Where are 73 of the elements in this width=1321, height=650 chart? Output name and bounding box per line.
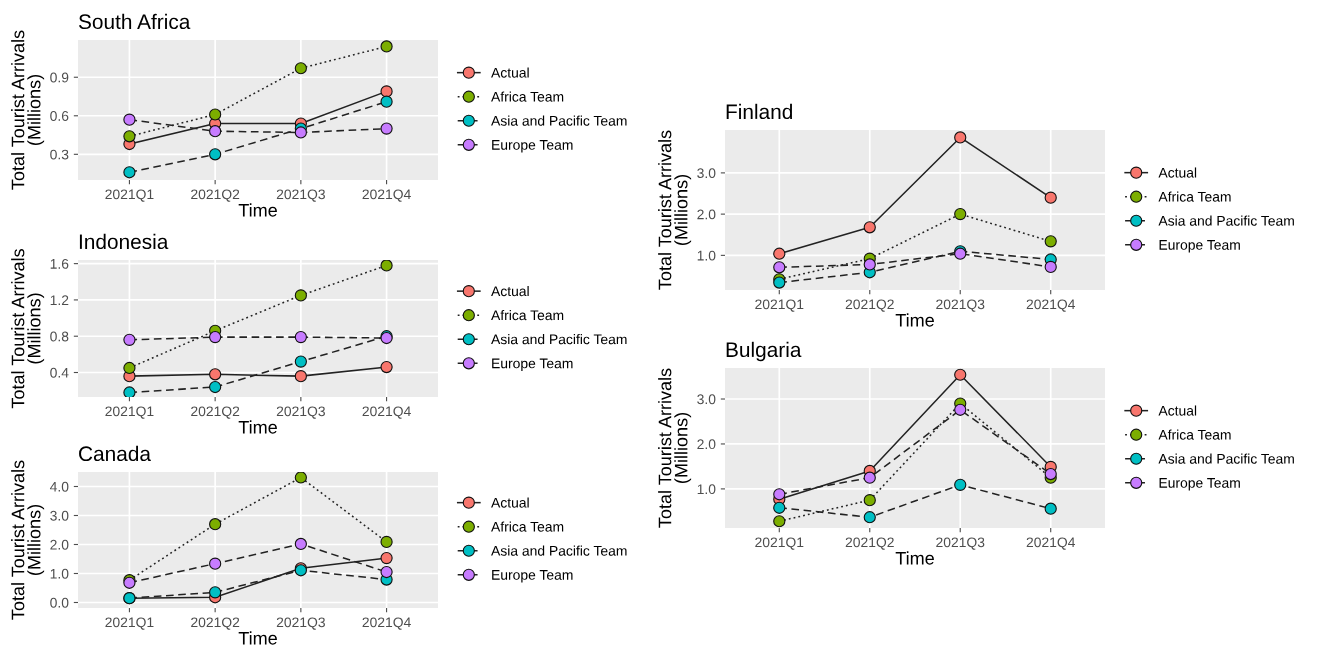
legend-label: Europe Team: [492, 140, 573, 153]
chart-title: Finland: [726, 103, 792, 120]
legend-label: Africa Team: [1158, 191, 1231, 202]
legend-label: Africa Team: [491, 310, 564, 321]
x-tick-label: 2021Q2: [191, 617, 240, 630]
y-tick-label: 1.0: [697, 484, 716, 495]
x-axis-title: Time: [895, 313, 934, 327]
legend-label: Asia and Pacific Team: [1158, 453, 1294, 464]
legend-label: Europe Team: [492, 570, 573, 583]
x-axis-title: Time: [238, 631, 277, 645]
legend-label: Actual: [1158, 405, 1197, 416]
x-tick-label: 2021Q4: [1026, 299, 1076, 312]
y-tick-label: 0.4: [50, 367, 69, 378]
legend-label: Actual: [1158, 167, 1197, 178]
x-tick-label: 2021Q2: [191, 406, 240, 419]
x-tick-label: 2021Q4: [362, 617, 411, 630]
x-tick-label: 2021Q3: [936, 299, 985, 312]
y-tick-label: 3.0: [697, 394, 716, 405]
y-tick-label: 1.2: [50, 295, 69, 305]
x-tick-label: 2021Q4: [1026, 537, 1076, 550]
y-tick-label: 0.6: [50, 111, 69, 121]
legend-label: Europe Team: [1159, 240, 1240, 253]
legend-label: Asia and Pacific Team: [491, 115, 627, 126]
x-axis-title: Time: [238, 203, 277, 217]
legend-label: Asia and Pacific Team: [491, 334, 627, 345]
y-axis-title: Total Tourist Arrivals (Millions): [658, 368, 692, 528]
legend-label: Africa Team: [491, 91, 564, 102]
y-tick-label: 0.3: [50, 149, 69, 160]
y-tick-label: 0.9: [50, 72, 69, 83]
y-tick-label: 3.0: [697, 168, 716, 179]
y-tick-label: 0.8: [50, 331, 69, 342]
x-tick-label: 2021Q1: [755, 299, 804, 312]
chart-title: Indonesia: [79, 233, 169, 250]
y-tick-label: 1.0: [50, 568, 69, 579]
y-tick-label: 1.6: [50, 258, 69, 269]
legend-label: Africa Team: [1158, 429, 1231, 440]
y-axis-title: Total Tourist Arrivals (Millions): [11, 249, 45, 409]
x-tick-label: 2021Q4: [362, 189, 411, 202]
legend-label: Asia and Pacific Team: [1158, 215, 1294, 226]
x-axis-title: Time: [238, 420, 277, 434]
legend-label: Actual: [491, 285, 529, 297]
legend-label: Africa Team: [491, 521, 564, 532]
x-tick-label: 2021Q3: [276, 617, 325, 630]
legend-label: Actual: [491, 67, 529, 78]
x-tick-label: 2021Q2: [191, 189, 240, 202]
x-tick-label: 2021Q1: [755, 537, 804, 550]
x-tick-label: 2021Q2: [845, 299, 894, 312]
y-tick-label: 3.0: [50, 510, 69, 521]
chart-title: South Africa: [78, 13, 191, 30]
y-tick-label: 4.0: [49, 481, 69, 492]
legend-label: Asia and Pacific Team: [491, 545, 627, 556]
x-tick-label: 2021Q1: [105, 406, 154, 419]
legend-label: Europe Team: [1159, 478, 1240, 491]
y-tick-label: 2.0: [697, 209, 716, 220]
x-tick-label: 2021Q3: [936, 537, 985, 550]
y-axis-title: Total Tourist Arrivals (Millions): [658, 130, 692, 290]
x-tick-label: 2021Q1: [105, 617, 154, 630]
y-tick-label: 2.0: [50, 539, 69, 550]
chart-title: Bulgaria: [726, 341, 802, 362]
legend-label: Actual: [491, 497, 529, 508]
y-tick-label: 0.0: [50, 597, 69, 608]
y-tick-label: 2.0: [697, 439, 716, 450]
x-tick-label: 2021Q1: [105, 189, 154, 202]
x-axis-title: Time: [895, 551, 934, 565]
chart-title: Canada: [79, 445, 151, 462]
x-tick-label: 2021Q3: [276, 406, 325, 419]
legend-label: Europe Team: [492, 358, 573, 372]
y-axis-title: Total Tourist Arrivals (Millions): [11, 30, 45, 190]
x-tick-label: 2021Q3: [276, 189, 325, 202]
x-tick-label: 2021Q4: [362, 406, 411, 419]
y-axis-title: Total Tourist Arrivals (Millions): [11, 460, 45, 620]
y-tick-label: 1.0: [697, 250, 716, 261]
x-tick-label: 2021Q2: [845, 537, 894, 550]
